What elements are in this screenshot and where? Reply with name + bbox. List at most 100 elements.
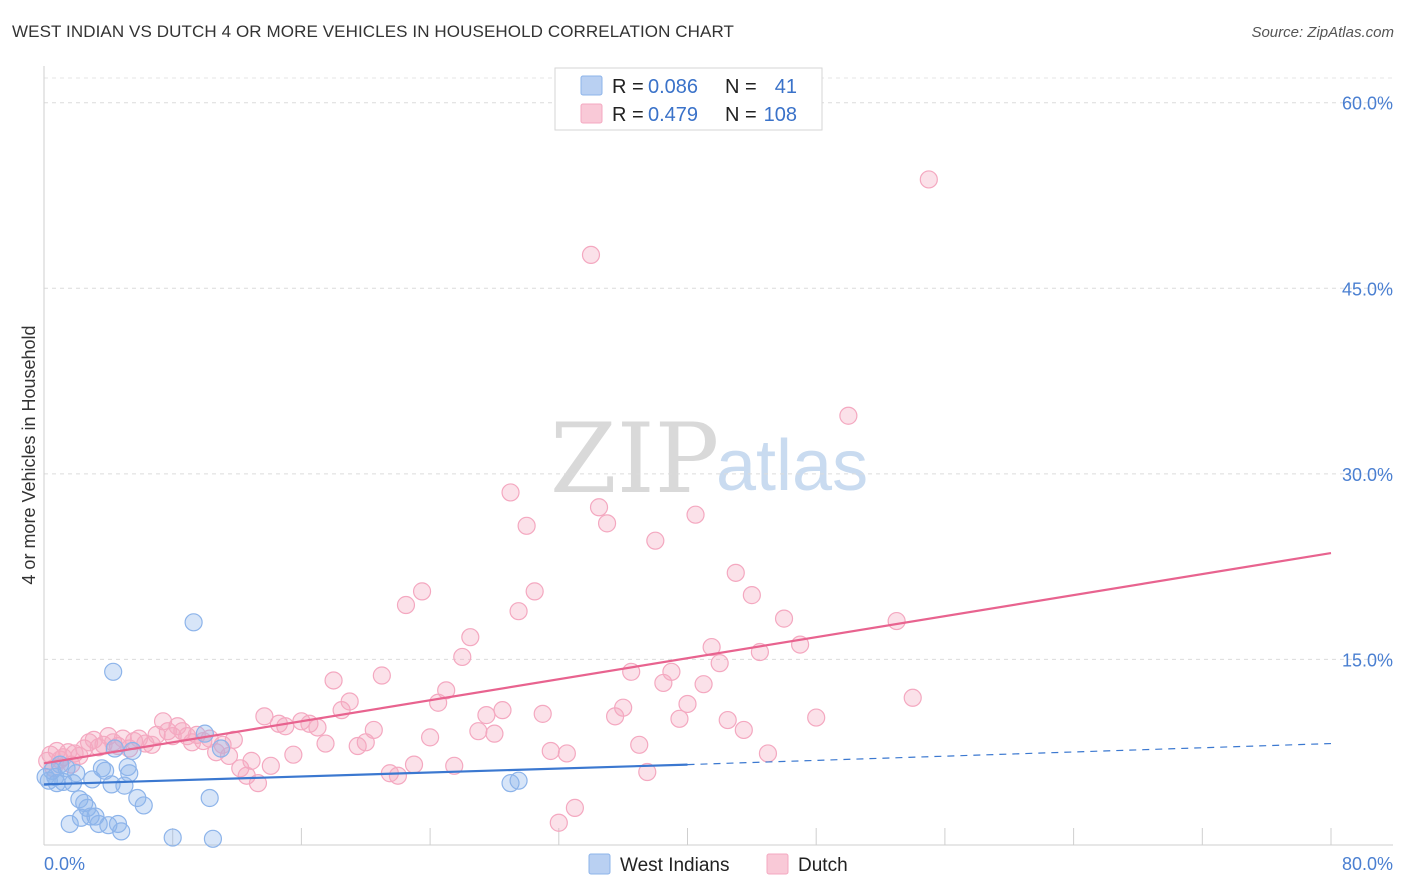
point-dutch <box>678 694 697 714</box>
point-dutch <box>364 720 383 740</box>
legend-n-label-1: N = <box>725 76 757 98</box>
y-tick-label: 45.0% <box>1342 279 1393 299</box>
point-dutch <box>517 516 536 535</box>
point-west-indians <box>163 828 182 847</box>
point-west-indians <box>71 808 91 827</box>
point-dutch <box>316 734 335 753</box>
point-dutch <box>79 733 99 752</box>
point-west-indians <box>195 724 214 743</box>
point-dutch <box>231 759 250 778</box>
point-dutch <box>565 798 584 817</box>
point-dutch <box>718 710 737 730</box>
point-west-indians <box>112 822 131 841</box>
point-dutch <box>276 717 295 736</box>
point-west-indians <box>123 741 142 761</box>
x-tick-label-min: 0.0% <box>44 854 85 874</box>
point-west-indians <box>102 775 121 794</box>
point-dutch <box>324 671 343 690</box>
bottom-legend-swatch-west-indians <box>588 853 611 875</box>
point-west-indians <box>105 739 124 758</box>
y-axis-label: 4 or more Vehicles in Household <box>19 325 39 584</box>
point-dutch <box>597 514 617 533</box>
point-dutch <box>533 704 552 723</box>
point-dutch <box>340 692 359 711</box>
point-west-indians <box>92 759 112 778</box>
point-dutch <box>412 582 432 601</box>
point-dutch <box>758 744 778 763</box>
point-dutch <box>839 406 858 425</box>
point-dutch <box>153 712 173 731</box>
point-dutch <box>686 505 705 524</box>
point-dutch <box>493 701 512 720</box>
point-dutch <box>549 813 568 832</box>
point-west-indians <box>203 829 223 848</box>
legend-r-value-2: 0.479 <box>648 104 698 126</box>
legend-r-label-1: R = <box>612 76 644 98</box>
data-points <box>36 170 938 848</box>
point-dutch <box>614 698 633 717</box>
x-tick-label-max: 80.0% <box>1342 854 1393 874</box>
trend-line-dutch <box>43 551 1332 765</box>
point-dutch <box>589 498 609 517</box>
legend-swatch-dutch <box>580 103 603 124</box>
point-dutch <box>670 709 689 728</box>
point-dutch <box>404 755 424 774</box>
point-west-indians <box>54 772 73 792</box>
point-dutch <box>710 654 729 673</box>
point-dutch <box>255 707 274 726</box>
point-dutch <box>742 586 761 605</box>
point-dutch <box>726 563 745 582</box>
point-west-indians <box>134 796 153 815</box>
point-west-indians <box>60 814 79 834</box>
point-dutch <box>477 706 496 725</box>
legend-swatch-west-indians <box>580 75 603 96</box>
point-west-indians <box>67 764 86 783</box>
point-dutch <box>903 688 922 707</box>
trend-line-west-indians-extension <box>687 742 1332 766</box>
point-dutch <box>168 717 187 736</box>
legend: R = 0.086 N = 41 R = 0.479 N = 108 <box>554 67 823 131</box>
y-tick-label: 15.0% <box>1342 650 1393 670</box>
y-tick-label: 60.0% <box>1342 94 1393 114</box>
point-dutch <box>158 722 177 741</box>
legend-n-label-2: N = <box>725 104 757 126</box>
point-dutch <box>421 728 440 747</box>
point-dutch <box>437 681 456 700</box>
watermark: ZIP atlas <box>550 403 868 515</box>
point-dutch <box>919 170 938 189</box>
point-west-indians <box>509 771 528 790</box>
y-tick-labels: 15.0% 30.0% 45.0% 60.0% <box>1342 94 1393 671</box>
point-dutch <box>541 741 560 761</box>
point-dutch <box>372 666 391 685</box>
point-dutch <box>396 595 416 615</box>
point-west-indians <box>184 613 203 632</box>
point-dutch <box>638 762 657 782</box>
trend-line-west-indians <box>43 763 688 786</box>
bottom-legend-west-indians: West Indians <box>620 855 729 876</box>
point-dutch <box>807 708 826 727</box>
axes <box>43 66 1393 846</box>
point-west-indians <box>211 739 231 758</box>
legend-n-value-2: 108 <box>764 104 797 126</box>
bottom-legend: West Indians Dutch <box>588 853 848 876</box>
bottom-legend-dutch: Dutch <box>798 855 848 876</box>
source-label: Source: ZipAtlas.com <box>1251 24 1394 41</box>
point-west-indians <box>120 764 139 783</box>
gridlines <box>44 77 1393 660</box>
trend-lines <box>43 551 1332 786</box>
point-dutch <box>557 744 576 763</box>
point-dutch <box>734 720 753 740</box>
y-tick-label: 30.0% <box>1342 465 1393 485</box>
point-dutch <box>461 628 480 647</box>
point-dutch <box>646 531 665 550</box>
point-west-indians <box>89 814 108 834</box>
point-dutch <box>308 718 327 737</box>
point-dutch <box>469 722 488 741</box>
point-dutch <box>630 735 649 754</box>
legend-r-value-1: 0.086 <box>648 76 698 98</box>
point-dutch <box>445 756 464 775</box>
point-west-indians <box>36 767 55 787</box>
point-dutch <box>702 637 721 657</box>
point-dutch <box>501 483 520 502</box>
